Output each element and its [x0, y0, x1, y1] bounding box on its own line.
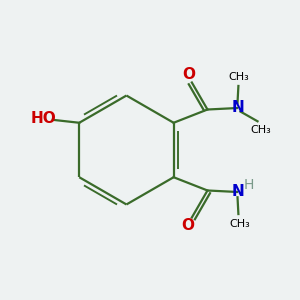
- Text: H: H: [244, 178, 254, 192]
- Text: HO: HO: [30, 111, 56, 126]
- Text: O: O: [181, 218, 194, 233]
- Text: N: N: [232, 184, 245, 199]
- Text: CH₃: CH₃: [228, 72, 249, 82]
- Text: CH₃: CH₃: [230, 219, 250, 229]
- Text: O: O: [182, 67, 195, 82]
- Text: N: N: [232, 100, 245, 115]
- Text: CH₃: CH₃: [250, 125, 271, 135]
